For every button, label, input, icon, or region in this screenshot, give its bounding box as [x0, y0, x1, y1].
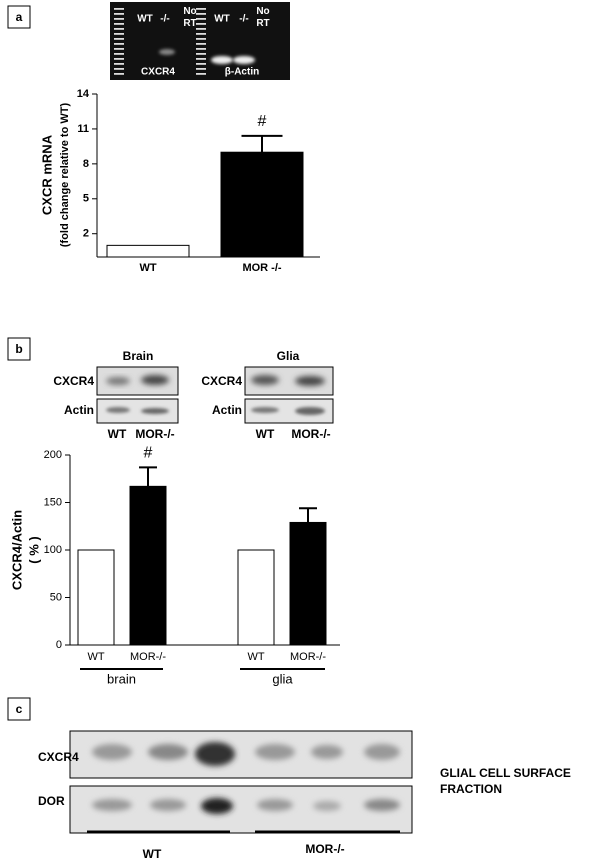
ladder-band — [114, 68, 124, 70]
ladder-band — [196, 53, 206, 55]
ladder-band — [196, 38, 206, 40]
ladder-band — [196, 73, 206, 75]
y-tick-label: 5 — [83, 193, 89, 205]
ladder-band — [114, 73, 124, 75]
panel-label-box — [7, 5, 31, 29]
ladder-band — [196, 8, 206, 10]
ladder-band — [114, 58, 124, 60]
ladder-band — [196, 28, 206, 30]
error-bar — [139, 466, 157, 487]
y-axis-label: CXCR mRNA — [39, 134, 54, 215]
ladder-band — [114, 33, 124, 35]
y-tick-label: 100 — [44, 544, 62, 556]
y-tick-label: 11 — [77, 123, 89, 135]
ladder-band — [114, 28, 124, 30]
group-label: MOR-/- — [305, 842, 344, 856]
ladder-band — [114, 48, 124, 50]
ladder-band — [114, 8, 124, 10]
ladder-band — [196, 23, 206, 25]
ladder-band — [196, 18, 206, 20]
annotation: # — [258, 113, 267, 130]
x-tick-label: MOR-/- — [290, 651, 326, 663]
x-tick-label: WT — [139, 262, 156, 274]
group-label: WT — [143, 847, 162, 861]
ladder-band — [196, 48, 206, 50]
ladder-band — [196, 43, 206, 45]
panel-label: b — [15, 342, 22, 356]
gel-label: CXCR4 — [141, 67, 175, 78]
ladder-band — [196, 58, 206, 60]
lane-label: -/- — [239, 14, 248, 25]
ladder-band — [114, 63, 124, 65]
bar — [77, 549, 115, 646]
y-axis-label: CXCR4/Actin — [9, 510, 24, 590]
ladder-band — [196, 63, 206, 65]
bar — [129, 485, 167, 646]
x-tick-label: WT — [247, 651, 264, 663]
bar — [289, 521, 327, 646]
blot-title: Brain — [123, 349, 154, 363]
y-tick-label: 200 — [44, 449, 62, 461]
group-label: brain — [107, 671, 136, 686]
blot-row-label: CXCR4 — [201, 374, 242, 388]
lane-label: WT — [256, 427, 275, 441]
gel-image — [110, 2, 290, 80]
ladder-band — [114, 43, 124, 45]
ladder-band — [196, 33, 206, 35]
group-label: glia — [272, 671, 293, 686]
panel-label-box — [7, 697, 31, 721]
blot-row-label: CXCR4 — [53, 374, 94, 388]
ladder-band — [196, 13, 206, 15]
y-tick-label: 8 — [83, 158, 89, 170]
y-axis-label-note: (fold change relative to WT) — [59, 103, 71, 248]
lane-label: No RT — [256, 6, 270, 29]
lane-label: WT — [214, 14, 230, 25]
x-tick-label: MOR-/- — [130, 651, 166, 663]
y-tick-label: 0 — [56, 639, 62, 651]
blot-row-label: DOR — [38, 794, 65, 808]
y-tick-label: 14 — [77, 88, 90, 100]
annotation: # — [144, 445, 153, 462]
y-axis-label-note: ( % ) — [26, 536, 41, 563]
bar — [106, 244, 190, 258]
lane-label: No RT — [183, 6, 197, 29]
blot-row-label: CXCR4 — [38, 750, 79, 764]
y-tick-label: 2 — [83, 228, 89, 240]
bar — [237, 549, 275, 646]
blot-image — [96, 366, 334, 424]
y-tick-label: 150 — [44, 496, 62, 508]
bar — [220, 151, 304, 258]
panel-label: c — [16, 702, 23, 716]
ladder-band — [196, 68, 206, 70]
blot-image — [69, 730, 413, 834]
x-tick-label: WT — [87, 651, 104, 663]
lane-label: WT — [108, 427, 127, 441]
ladder-band — [114, 18, 124, 20]
y-tick-label: 50 — [50, 591, 62, 603]
ladder-band — [114, 38, 124, 40]
blot-row-label: Actin — [212, 403, 242, 417]
ladder-band — [114, 13, 124, 15]
lane-label: MOR-/- — [135, 427, 174, 441]
blot-title: Glia — [277, 349, 300, 363]
error-bar — [299, 507, 317, 523]
gel-label: β-Actin — [225, 67, 259, 78]
lane-label: MOR-/- — [291, 427, 330, 441]
lane-label: WT — [137, 14, 153, 25]
ladder-band — [114, 23, 124, 25]
x-tick-label: MOR -/- — [242, 262, 281, 274]
panel-label-box — [7, 337, 31, 361]
error-bar — [241, 134, 283, 153]
ladder-band — [114, 53, 124, 55]
lane-label: -/- — [160, 14, 169, 25]
panel-label: a — [16, 10, 23, 24]
blot-note: GLIAL CELL SURFACE FRACTION — [440, 766, 571, 796]
blot-row-label: Actin — [64, 403, 94, 417]
